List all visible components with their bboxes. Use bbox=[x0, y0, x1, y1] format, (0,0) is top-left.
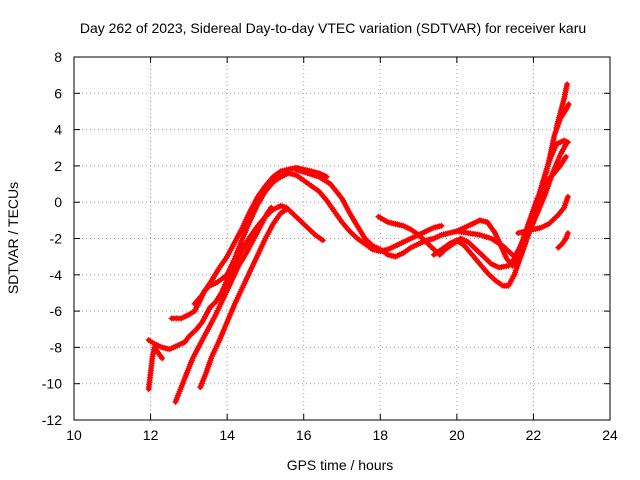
marker-group bbox=[145, 202, 326, 353]
data-point bbox=[209, 301, 216, 308]
x-tick-label: 16 bbox=[296, 427, 312, 443]
y-tick-label: -4 bbox=[50, 267, 63, 283]
x-tick-label: 22 bbox=[526, 427, 542, 443]
series-track bbox=[145, 344, 166, 393]
series-track bbox=[515, 193, 571, 237]
marker-group bbox=[555, 230, 571, 251]
series-track bbox=[145, 202, 326, 353]
marker-group bbox=[145, 344, 166, 393]
y-tick-label: -12 bbox=[42, 412, 62, 428]
data-point bbox=[563, 153, 569, 160]
data-point bbox=[551, 216, 557, 222]
x-tick-label: 10 bbox=[66, 427, 82, 443]
data-point bbox=[319, 237, 326, 244]
y-axis-title: SDTVAR / TECUs bbox=[5, 182, 21, 294]
series-track bbox=[453, 101, 572, 269]
data-series bbox=[145, 81, 572, 405]
x-tick-label: 20 bbox=[449, 427, 465, 443]
series-track bbox=[555, 230, 571, 251]
x-tick-label: 18 bbox=[372, 427, 388, 443]
series-track bbox=[197, 206, 290, 391]
y-tick-label: 4 bbox=[54, 122, 62, 138]
marker-group bbox=[172, 204, 275, 405]
x-tick-label: 12 bbox=[143, 427, 159, 443]
series-track bbox=[553, 81, 571, 131]
marker-group bbox=[197, 206, 290, 391]
marker-group bbox=[515, 193, 571, 237]
x-tick-label: 14 bbox=[219, 427, 235, 443]
axis-ticks bbox=[73, 56, 611, 421]
y-tick-label: -2 bbox=[50, 231, 63, 247]
data-point bbox=[438, 222, 445, 229]
y-tick-label: 0 bbox=[54, 194, 62, 210]
grid bbox=[74, 57, 610, 420]
y-tick-label: -6 bbox=[50, 303, 63, 319]
data-point bbox=[553, 213, 560, 220]
data-point bbox=[565, 101, 572, 108]
marker-group bbox=[553, 81, 571, 131]
data-point bbox=[208, 303, 215, 310]
data-point bbox=[564, 81, 571, 88]
chart-title: Day 262 of 2023, Sidereal Day-to-day VTE… bbox=[80, 20, 586, 36]
y-tick-label: 6 bbox=[54, 85, 62, 101]
y-tick-label: 2 bbox=[54, 158, 62, 174]
data-point bbox=[549, 217, 556, 224]
data-point bbox=[563, 141, 569, 148]
data-point bbox=[564, 193, 571, 200]
data-point bbox=[283, 206, 290, 213]
data-point bbox=[287, 208, 294, 215]
x-tick-label: 24 bbox=[602, 427, 618, 443]
marker-group bbox=[453, 101, 572, 269]
data-point bbox=[268, 204, 275, 211]
marker-group bbox=[191, 164, 330, 307]
data-point bbox=[564, 230, 571, 237]
x-axis-title: GPS time / hours bbox=[287, 457, 394, 473]
series-track bbox=[172, 204, 275, 405]
y-tick-label: -8 bbox=[50, 339, 63, 355]
data-point bbox=[430, 246, 437, 253]
data-point bbox=[159, 355, 166, 362]
y-tick-label: -10 bbox=[42, 376, 62, 392]
y-tick-label: 8 bbox=[54, 49, 62, 65]
